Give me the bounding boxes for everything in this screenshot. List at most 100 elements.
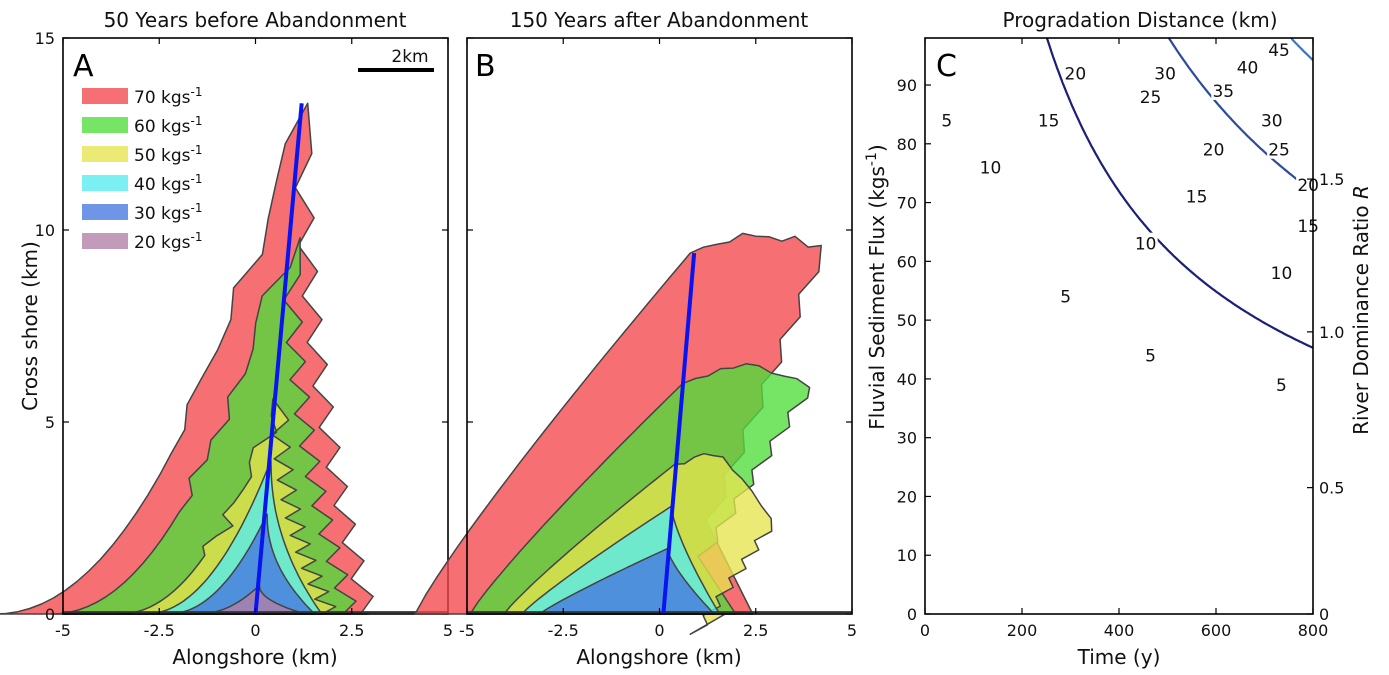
y-tick-label: 70 bbox=[897, 194, 917, 213]
panel-b-plot-area bbox=[414, 232, 852, 635]
contour-label-bg bbox=[1259, 109, 1284, 130]
x-tick-label: 5 bbox=[847, 621, 857, 640]
panel-b-xlabel: Alongshore (km) bbox=[576, 645, 741, 669]
x-tick-label: 5 bbox=[443, 621, 453, 640]
panel-c: Progradation Distance (km) 5 5 5 5 10 10 10 15 1… bbox=[864, 8, 1373, 669]
legend-label: 20 kgs-1 bbox=[134, 230, 203, 253]
delta-30-area bbox=[166, 513, 316, 615]
y-tick-label: 20 bbox=[897, 487, 917, 506]
x-tick-label: -5 bbox=[459, 621, 475, 640]
x-tick-label: -5 bbox=[55, 621, 71, 640]
y-tick-label: 40 bbox=[897, 370, 917, 389]
legend-label: 70 kgs-1 bbox=[134, 85, 203, 108]
contour-label-bg bbox=[1267, 138, 1292, 159]
x-tick-label: -2.5 bbox=[548, 621, 579, 640]
panel-c-letter: C bbox=[936, 49, 957, 84]
y-tick-label: 10 bbox=[35, 221, 55, 240]
panel-b: 150 Years after Abandonment B -5 -2.5 0 2.5… bbox=[414, 8, 857, 669]
x-tick-label: 200 bbox=[1007, 621, 1038, 640]
contour-label-40: 40 bbox=[1237, 58, 1259, 78]
panel-a-xlabel: Alongshore (km) bbox=[172, 645, 337, 669]
panel-b-axes: -5 -2.5 0 2.5 5 bbox=[459, 37, 857, 640]
panel-a-plot-area bbox=[0, 102, 448, 615]
contour-label-bg bbox=[1269, 262, 1294, 283]
panel-a-letter: A bbox=[73, 49, 94, 84]
legend-swatch bbox=[82, 88, 128, 104]
contour-label-5: 5 bbox=[1145, 346, 1156, 366]
contour-label-bg bbox=[1184, 185, 1209, 206]
contour-label-bg bbox=[1138, 85, 1163, 106]
contour-label-10: 10 bbox=[1271, 264, 1293, 284]
contour-label-25: 25 bbox=[1140, 88, 1162, 108]
y-tick-label: 90 bbox=[897, 76, 917, 95]
contour-label-bg bbox=[1133, 232, 1158, 253]
x-tick-label: 2.5 bbox=[743, 621, 768, 640]
contour-label-bg bbox=[1296, 173, 1321, 194]
legend-swatch bbox=[82, 175, 128, 191]
x-tick-label: -2.5 bbox=[144, 621, 175, 640]
contour-label-25: 25 bbox=[1268, 141, 1290, 161]
contour-label-20: 20 bbox=[1203, 141, 1225, 161]
contour-label-bg bbox=[1138, 344, 1163, 365]
legend-swatch bbox=[82, 204, 128, 220]
panel-c-title: Progradation Distance (km) bbox=[1003, 8, 1278, 32]
y-tick-label: 0 bbox=[45, 605, 55, 624]
contour-label-bg bbox=[1267, 38, 1292, 59]
panel-c-y2label: River Dominance Ratio R bbox=[1349, 185, 1373, 435]
contour-label-bg bbox=[1296, 215, 1321, 236]
panel-a-axes: -5 -2.5 0 2.5 5 0 5 10 15 bbox=[35, 29, 453, 640]
contour-5 bbox=[1045, 38, 1313, 349]
contour-label-15: 15 bbox=[1038, 111, 1060, 131]
contour-label-bg bbox=[978, 156, 1003, 177]
contour-label-5: 5 bbox=[941, 111, 952, 131]
channel-axis-line bbox=[661, 252, 697, 615]
panel-c-xlabel: Time (y) bbox=[1077, 645, 1161, 669]
contour-label-bg bbox=[1269, 373, 1294, 394]
contour-label-5: 5 bbox=[1276, 376, 1287, 396]
panel-a-title: 50 Years before Abandonment bbox=[104, 8, 407, 32]
panel-b-letter: B bbox=[475, 49, 496, 84]
contour-label-bg bbox=[1211, 79, 1236, 100]
panel-c-axes: 0 200 400 600 800010203040506070809000.51.01… bbox=[897, 38, 1344, 640]
contour-label-20: 20 bbox=[1065, 64, 1087, 84]
legend-swatch bbox=[82, 233, 128, 249]
contour-label-10: 10 bbox=[1135, 235, 1157, 255]
panel-a-ylabel: Cross shore (km) bbox=[18, 241, 42, 411]
y-tick-label: 5 bbox=[45, 413, 55, 432]
contour-10 bbox=[1167, 38, 1313, 193]
contour-label-15: 15 bbox=[1186, 188, 1208, 208]
contour-label-bg bbox=[934, 109, 959, 130]
panel-b-title: 150 Years after Abandonment bbox=[510, 8, 809, 32]
contour-label-30: 30 bbox=[1261, 111, 1283, 131]
x-tick-label: 800 bbox=[1298, 621, 1329, 640]
contour-label-10: 10 bbox=[980, 158, 1002, 178]
legend-label: 60 kgs-1 bbox=[134, 114, 203, 137]
panel-a: 50 Years before Abandonment A 2km 70 kgs… bbox=[0, 8, 453, 669]
x-tick-label: 600 bbox=[1201, 621, 1232, 640]
x-tick-label: 0 bbox=[250, 621, 260, 640]
legend-label: 30 kgs-1 bbox=[134, 201, 203, 224]
legend-swatch bbox=[82, 146, 128, 162]
contour-label-bg bbox=[1053, 285, 1078, 306]
contour-label-bg bbox=[1036, 109, 1061, 130]
y2-tick-label: 0.5 bbox=[1319, 479, 1344, 498]
x-tick-label: 2.5 bbox=[339, 621, 364, 640]
y2-tick-label: 1.0 bbox=[1319, 323, 1344, 342]
contour-label-45: 45 bbox=[1268, 41, 1290, 61]
legend-label: 50 kgs-1 bbox=[134, 143, 203, 166]
contour-label-15: 15 bbox=[1297, 217, 1319, 237]
y-tick-label: 30 bbox=[897, 429, 917, 448]
y2-tick-label: 0 bbox=[1319, 605, 1329, 624]
delta-60-area bbox=[469, 363, 811, 615]
x-tick-label: 0 bbox=[654, 621, 664, 640]
legend-label: 40 kgs-1 bbox=[134, 172, 203, 195]
contour-label-bg bbox=[1153, 62, 1178, 83]
y-tick-label: 15 bbox=[35, 29, 55, 48]
y-tick-label: 50 bbox=[897, 311, 917, 330]
panel-c-frame bbox=[924, 37, 1314, 615]
contour-15 bbox=[1289, 38, 1313, 61]
y2-tick-label: 1.5 bbox=[1319, 170, 1344, 189]
panel-c-ylabel: Fluvial Sediment Flux (kgs-1) bbox=[864, 144, 889, 429]
legend-swatch bbox=[82, 117, 128, 133]
